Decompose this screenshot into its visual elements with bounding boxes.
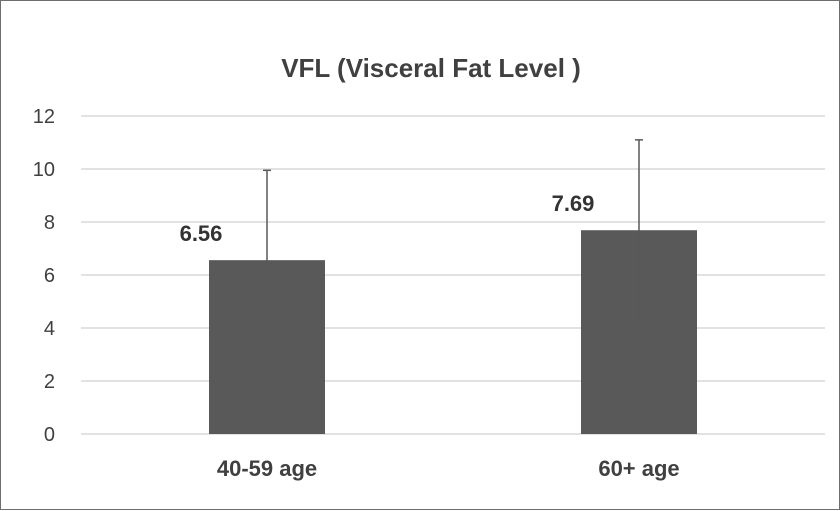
y-tick-label: 10 — [33, 159, 55, 181]
y-tick-label: 2 — [44, 371, 55, 393]
error-bars — [263, 139, 643, 352]
y-tick-label: 8 — [44, 212, 55, 234]
y-tick-label: 4 — [44, 318, 55, 340]
bars — [209, 230, 697, 434]
x-axis-category-labels: 40-59 age 60+ age — [217, 456, 680, 481]
x-category-label: 40-59 age — [217, 456, 317, 481]
chart-title: VFL (Visceral Fat Level ) — [281, 53, 581, 83]
y-tick-label: 12 — [33, 106, 55, 128]
x-category-label: 60+ age — [598, 456, 679, 481]
data-labels: 6.56 7.69 — [180, 191, 595, 246]
y-tick-label: 0 — [44, 424, 55, 446]
y-axis-tick-labels: 0 2 4 6 8 10 12 — [33, 106, 55, 446]
gridlines — [81, 115, 825, 435]
data-label: 7.69 — [552, 191, 595, 216]
y-tick-label: 6 — [44, 265, 55, 287]
data-label: 6.56 — [180, 221, 223, 246]
